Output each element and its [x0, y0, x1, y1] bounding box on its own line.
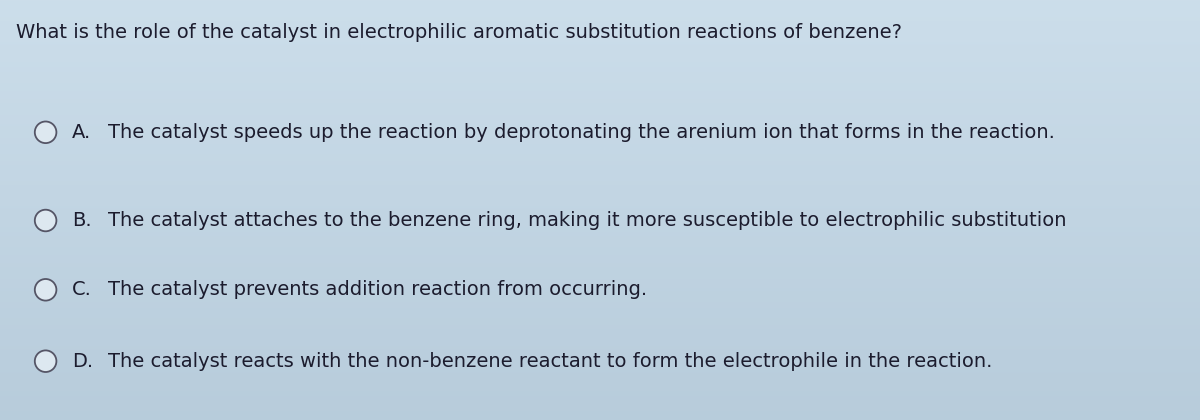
Text: The catalyst prevents addition reaction from occurring.: The catalyst prevents addition reaction …	[108, 280, 647, 299]
Text: A.: A.	[72, 123, 91, 142]
Ellipse shape	[35, 279, 56, 301]
Text: D.: D.	[72, 352, 94, 371]
Text: C.: C.	[72, 280, 92, 299]
Text: The catalyst reacts with the non-benzene reactant to form the electrophile in th: The catalyst reacts with the non-benzene…	[108, 352, 992, 371]
Text: What is the role of the catalyst in electrophilic aromatic substitution reaction: What is the role of the catalyst in elec…	[16, 23, 901, 42]
Ellipse shape	[35, 121, 56, 143]
Text: B.: B.	[72, 211, 91, 230]
Ellipse shape	[35, 350, 56, 372]
Ellipse shape	[35, 210, 56, 231]
Text: The catalyst attaches to the benzene ring, making it more susceptible to electro: The catalyst attaches to the benzene rin…	[108, 211, 1067, 230]
Text: The catalyst speeds up the reaction by deprotonating the arenium ion that forms : The catalyst speeds up the reaction by d…	[108, 123, 1055, 142]
